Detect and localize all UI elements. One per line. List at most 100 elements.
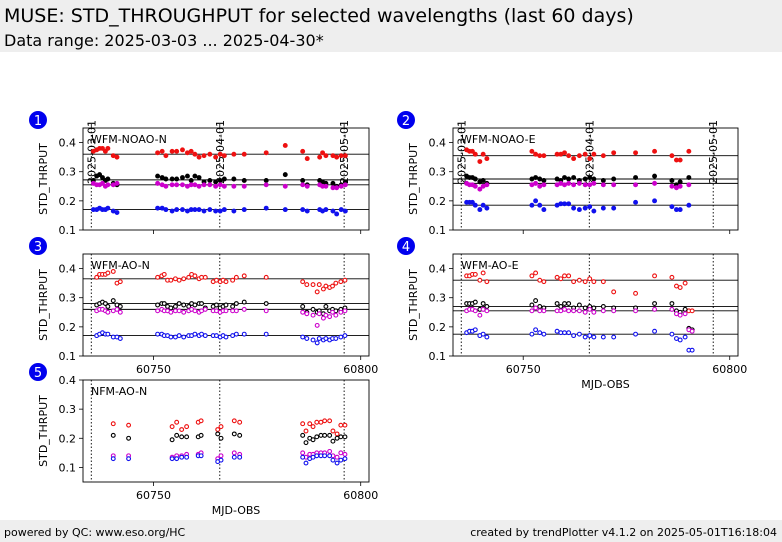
data-point-blue — [689, 347, 695, 353]
panel-number: 5 — [34, 366, 42, 381]
data-point-black — [330, 438, 336, 444]
data-point-red — [689, 308, 695, 314]
data-point-blue — [571, 205, 577, 211]
data-point-blue — [338, 457, 344, 463]
y-tick-label: 0.4 — [59, 374, 77, 387]
data-point-magenta — [689, 328, 695, 334]
data-point-red — [161, 271, 167, 277]
data-point-magenta — [207, 182, 213, 188]
data-point-black — [537, 304, 543, 309]
y-tick-label: 0.3 — [59, 403, 77, 416]
data-point-magenta — [600, 182, 606, 188]
data-point-blue — [207, 207, 213, 213]
data-point-blue — [469, 199, 475, 205]
data-point-magenta — [323, 183, 329, 189]
data-point-red — [472, 271, 478, 277]
data-point-magenta — [600, 308, 606, 314]
data-point-magenta — [233, 308, 239, 314]
data-point-blue — [652, 328, 658, 334]
data-point-red — [155, 150, 161, 156]
panel-number: 1 — [34, 114, 42, 129]
data-point-blue — [571, 333, 577, 339]
data-point-red — [300, 279, 306, 285]
data-point-blue — [533, 198, 539, 204]
data-point-black — [582, 305, 588, 311]
data-point-magenta — [484, 308, 490, 314]
data-point-magenta — [105, 309, 111, 315]
data-point-blue — [587, 333, 593, 339]
data-point-magenta — [327, 314, 333, 320]
data-point-red — [188, 148, 194, 154]
data-point-red — [541, 279, 547, 285]
data-point-magenta — [582, 182, 588, 188]
data-point-magenta — [566, 180, 572, 186]
data-point-black — [310, 306, 316, 312]
data-point-red — [176, 277, 182, 283]
data-point-blue — [196, 207, 202, 213]
data-point-magenta — [180, 182, 185, 188]
data-point-magenta — [477, 312, 483, 318]
data-point-blue — [233, 331, 239, 337]
data-point-magenta — [633, 308, 639, 314]
data-point-blue — [541, 207, 547, 213]
data-point-blue — [300, 207, 306, 213]
data-point-magenta — [304, 183, 310, 189]
data-point-blue — [600, 205, 606, 211]
data-point-black — [558, 304, 564, 309]
data-point-black — [582, 176, 588, 182]
data-point-blue — [169, 456, 175, 462]
data-point-red — [322, 418, 328, 424]
data-point-black — [541, 178, 547, 183]
data-point-red — [576, 277, 582, 283]
data-point-red — [669, 153, 675, 159]
data-point-magenta — [652, 180, 658, 186]
data-point-magenta — [652, 306, 658, 312]
data-point-red — [110, 421, 116, 427]
data-point-blue — [477, 207, 483, 213]
data-point-magenta — [114, 180, 120, 186]
data-point-blue — [105, 331, 111, 337]
data-point-black — [169, 437, 175, 443]
data-point-black — [172, 304, 178, 309]
data-point-magenta — [117, 309, 123, 315]
data-point-blue — [192, 331, 198, 337]
data-point-blue — [566, 201, 572, 207]
data-point-black — [537, 176, 543, 182]
data-point-blue — [221, 207, 227, 213]
data-point-red — [310, 424, 316, 430]
data-point-magenta — [231, 450, 237, 456]
data-point-magenta — [163, 183, 169, 189]
data-point-red — [576, 153, 582, 159]
data-point-black — [155, 173, 161, 179]
data-point-black — [310, 437, 316, 443]
panel-label: WFM-AO-N — [91, 259, 150, 272]
date-tick-label: 2025-04-01 — [583, 120, 596, 184]
data-point-black — [110, 298, 116, 304]
data-point-magenta — [587, 306, 593, 312]
data-point-black — [100, 175, 105, 180]
data-point-black — [241, 178, 247, 183]
y-axis-label: STD_THRPUT — [407, 269, 420, 341]
data-point-black — [300, 304, 306, 309]
data-point-blue — [155, 331, 161, 337]
data-point-black — [168, 305, 174, 311]
data-point-red — [566, 153, 572, 159]
data-point-black — [472, 176, 478, 182]
y-axis-label: STD_THRPUT — [407, 143, 420, 215]
data-point-blue — [263, 331, 269, 337]
data-point-red — [213, 154, 219, 160]
data-point-magenta — [571, 308, 577, 314]
data-point-black — [323, 304, 329, 309]
data-point-magenta — [591, 180, 597, 186]
y-axis-label: STD_THRPUT — [37, 395, 50, 467]
data-point-magenta — [114, 306, 120, 312]
data-point-red — [582, 151, 588, 157]
data-point-magenta — [333, 312, 339, 318]
data-point-red — [231, 418, 237, 424]
data-point-black — [163, 176, 169, 182]
data-point-blue — [562, 201, 567, 207]
data-point-blue — [155, 205, 161, 211]
data-point-black — [186, 304, 192, 309]
footer-bar: powered by QC: www.eso.org/HC created by… — [0, 520, 782, 542]
data-point-magenta — [472, 308, 478, 314]
